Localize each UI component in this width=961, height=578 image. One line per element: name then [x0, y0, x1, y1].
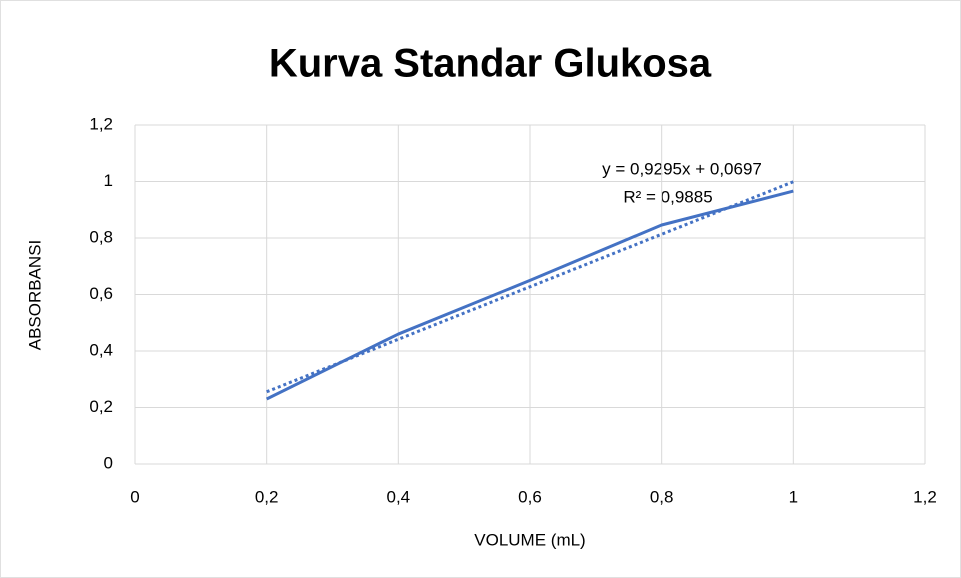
x-tick-label: 1 — [789, 487, 798, 506]
x-tick-label: 0 — [130, 487, 139, 506]
y-tick-label: 1,2 — [89, 114, 113, 133]
y-axis-title: ABSORBANSI — [25, 240, 44, 351]
y-tick-label: 1 — [104, 171, 113, 190]
y-tick-label: 0,8 — [89, 227, 113, 246]
x-axis-title: VOLUME (mL) — [474, 530, 585, 549]
x-tick-label: 0,2 — [255, 487, 279, 506]
r-squared: R² = 0,9885 — [623, 187, 712, 206]
trendline — [266, 180, 794, 394]
x-tick-label: 0,8 — [650, 487, 674, 506]
x-tick-label: 0,4 — [387, 487, 411, 506]
x-tick-label: 0,6 — [518, 487, 542, 506]
chart-title: Kurva Standar Glukosa — [269, 42, 712, 86]
y-tick-label: 0 — [104, 453, 113, 472]
y-tick-label: 0,4 — [89, 340, 113, 359]
x-tick-label: 1,2 — [913, 487, 937, 506]
data-line — [266, 189, 794, 401]
trend-equation: y = 0,9295x + 0,0697 — [602, 159, 762, 178]
y-tick-label: 0,2 — [89, 397, 113, 416]
y-tick-label: 0,6 — [89, 284, 113, 303]
